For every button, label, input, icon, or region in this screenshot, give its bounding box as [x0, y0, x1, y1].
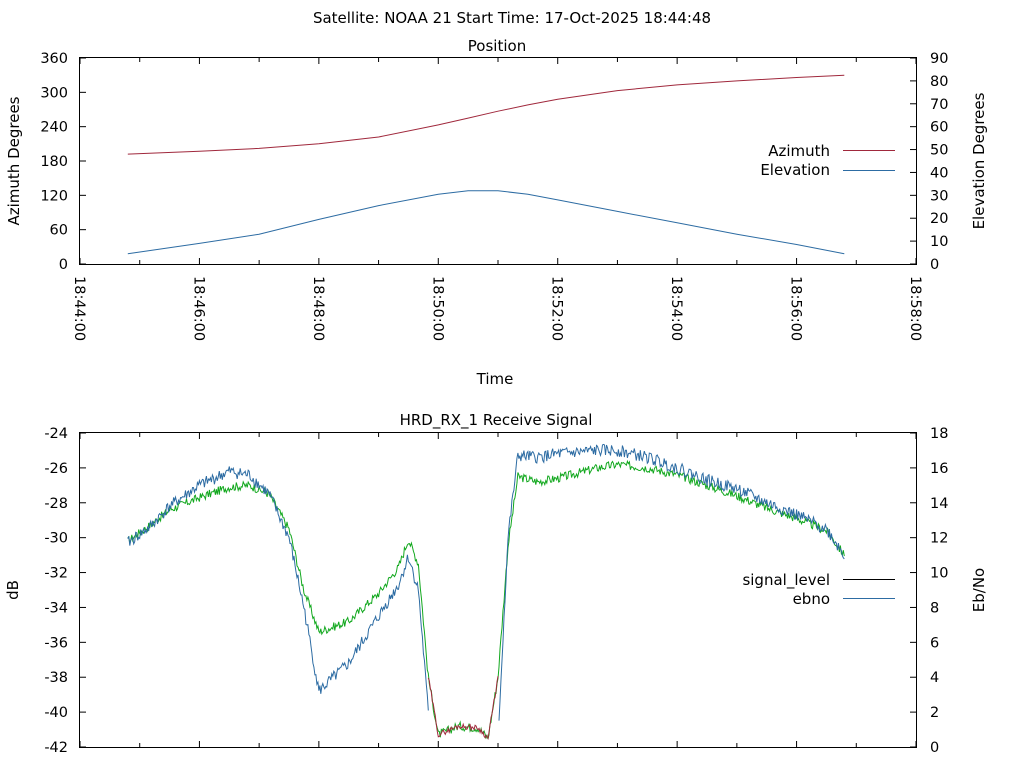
- signal-left-tick-label: -32: [44, 566, 68, 582]
- signal-left-tick-label: -26: [44, 461, 68, 477]
- position-x-tick-label: 18:48:00: [310, 276, 326, 341]
- position-right-tick-label: 80: [930, 74, 948, 90]
- position-x-tick-label: 18:44:00: [71, 276, 87, 341]
- position-right-tick-label: 50: [930, 143, 948, 159]
- signal-level-series-line: [127, 459, 845, 740]
- ebno-series-line: [127, 443, 845, 721]
- elevation-series-line: [127, 190, 845, 255]
- position-x-tick-label: 18:52:00: [549, 276, 565, 341]
- position-chart-title: Position: [468, 37, 526, 55]
- signal-left-tick-label: -42: [44, 740, 68, 756]
- position-x-axis-label: Time: [476, 370, 514, 388]
- position-left-tick-label: 180: [40, 154, 68, 170]
- position-x-tick-labels: 18:44:00 18:46:00 18:48:00 18:50:00 18:52:00…: [71, 276, 923, 341]
- position-right-tick-label: 0: [930, 257, 939, 273]
- position-right-tick-label: 30: [930, 188, 948, 204]
- position-chart: Position 0 60 120 180 240 300 360 0 10 20 30 40 50 6…: [5, 37, 988, 388]
- signal-level-low-segment: [427, 676, 499, 740]
- signal-right-tick-label: 4: [930, 670, 939, 686]
- azimuth-series-line: [127, 74, 845, 155]
- position-right-tick-label: 20: [930, 211, 948, 227]
- signal-left-tick-labels: -42 -40 -38 -36 -34 -32 -30 -28 -26 -24: [44, 426, 68, 756]
- signal-right-tick-label: 2: [930, 705, 939, 721]
- signal-right-tick-labels: 0 2 4 6 8 10 12 14 16 18: [930, 426, 948, 756]
- position-plot-frame: [79, 57, 917, 265]
- signal-left-tick-label: -28: [44, 496, 68, 512]
- position-x-tick-label: 18:46:00: [190, 276, 206, 341]
- position-right-tick-labels: 0 10 20 30 40 50 60 70 80 90: [930, 51, 948, 273]
- signal-right-tick-label: 10: [930, 566, 948, 582]
- position-ticks: [79, 57, 917, 265]
- signal-left-tick-label: -40: [44, 705, 68, 721]
- legend-azimuth-label: Azimuth: [768, 142, 830, 160]
- position-left-tick-label: 60: [50, 223, 68, 239]
- signal-left-axis-label: dB: [4, 580, 22, 600]
- signal-left-tick-label: -34: [44, 600, 68, 616]
- legend-ebno-label: ebno: [793, 590, 830, 608]
- signal-right-tick-label: 14: [930, 496, 948, 512]
- report-header: Satellite: NOAA 21 Start Time: 17-Oct-20…: [313, 9, 711, 27]
- receive-signal-chart: HRD_RX_1 Receive Signal -42-40-38-36-34-…: [4, 411, 988, 756]
- signal-right-tick-label: 0: [930, 740, 939, 756]
- signal-left-tick-label: -38: [44, 670, 68, 686]
- signal-legend: signal_level ebno: [742, 571, 895, 608]
- position-right-tick-label: 60: [930, 120, 948, 136]
- position-left-tick-label: 240: [40, 120, 68, 136]
- position-left-tick-label: 120: [40, 188, 68, 204]
- signal-right-tick-label: 12: [930, 531, 948, 547]
- position-left-tick-label: 300: [40, 85, 68, 101]
- position-left-tick-label: 360: [40, 51, 68, 67]
- signal-right-tick-label: 6: [930, 635, 939, 651]
- position-x-tick-label: 18:50:00: [429, 276, 445, 341]
- legend-signal-level-label: signal_level: [742, 571, 830, 590]
- signal-right-tick-label: 8: [930, 600, 939, 616]
- position-right-tick-label: 10: [930, 234, 948, 250]
- signal-left-tick-label: -24: [44, 426, 68, 442]
- signal-right-tick-label: 18: [930, 426, 948, 442]
- position-x-tick-label: 18:58:00: [907, 276, 923, 341]
- signal-right-tick-label: 16: [930, 461, 948, 477]
- position-right-axis-label: Elevation Degrees: [970, 92, 988, 229]
- signal-right-axis-label: Eb/No: [970, 568, 988, 612]
- position-right-tick-label: 90: [930, 51, 948, 67]
- position-x-tick-label: 18:54:00: [668, 276, 684, 341]
- signal-ticks: [79, 432, 917, 748]
- position-right-tick-label: 70: [930, 97, 948, 113]
- signal-chart-title: HRD_RX_1 Receive Signal: [400, 411, 593, 430]
- position-right-tick-label: 40: [930, 165, 948, 181]
- legend-elevation-label: Elevation: [760, 161, 830, 179]
- signal-plot-area: [127, 443, 845, 740]
- position-left-axis-label: Azimuth Degrees: [5, 96, 23, 225]
- position-left-tick-labels: 0 60 120 180 240 300 360: [40, 51, 68, 273]
- position-legend: Azimuth Elevation: [760, 142, 895, 179]
- position-x-tick-label: 18:56:00: [788, 276, 804, 341]
- signal-plot-frame: [79, 432, 917, 748]
- signal-left-tick-label: -36: [44, 635, 68, 651]
- signal-left-tick-label: -30: [44, 531, 68, 547]
- position-left-tick-label: 0: [59, 257, 68, 273]
